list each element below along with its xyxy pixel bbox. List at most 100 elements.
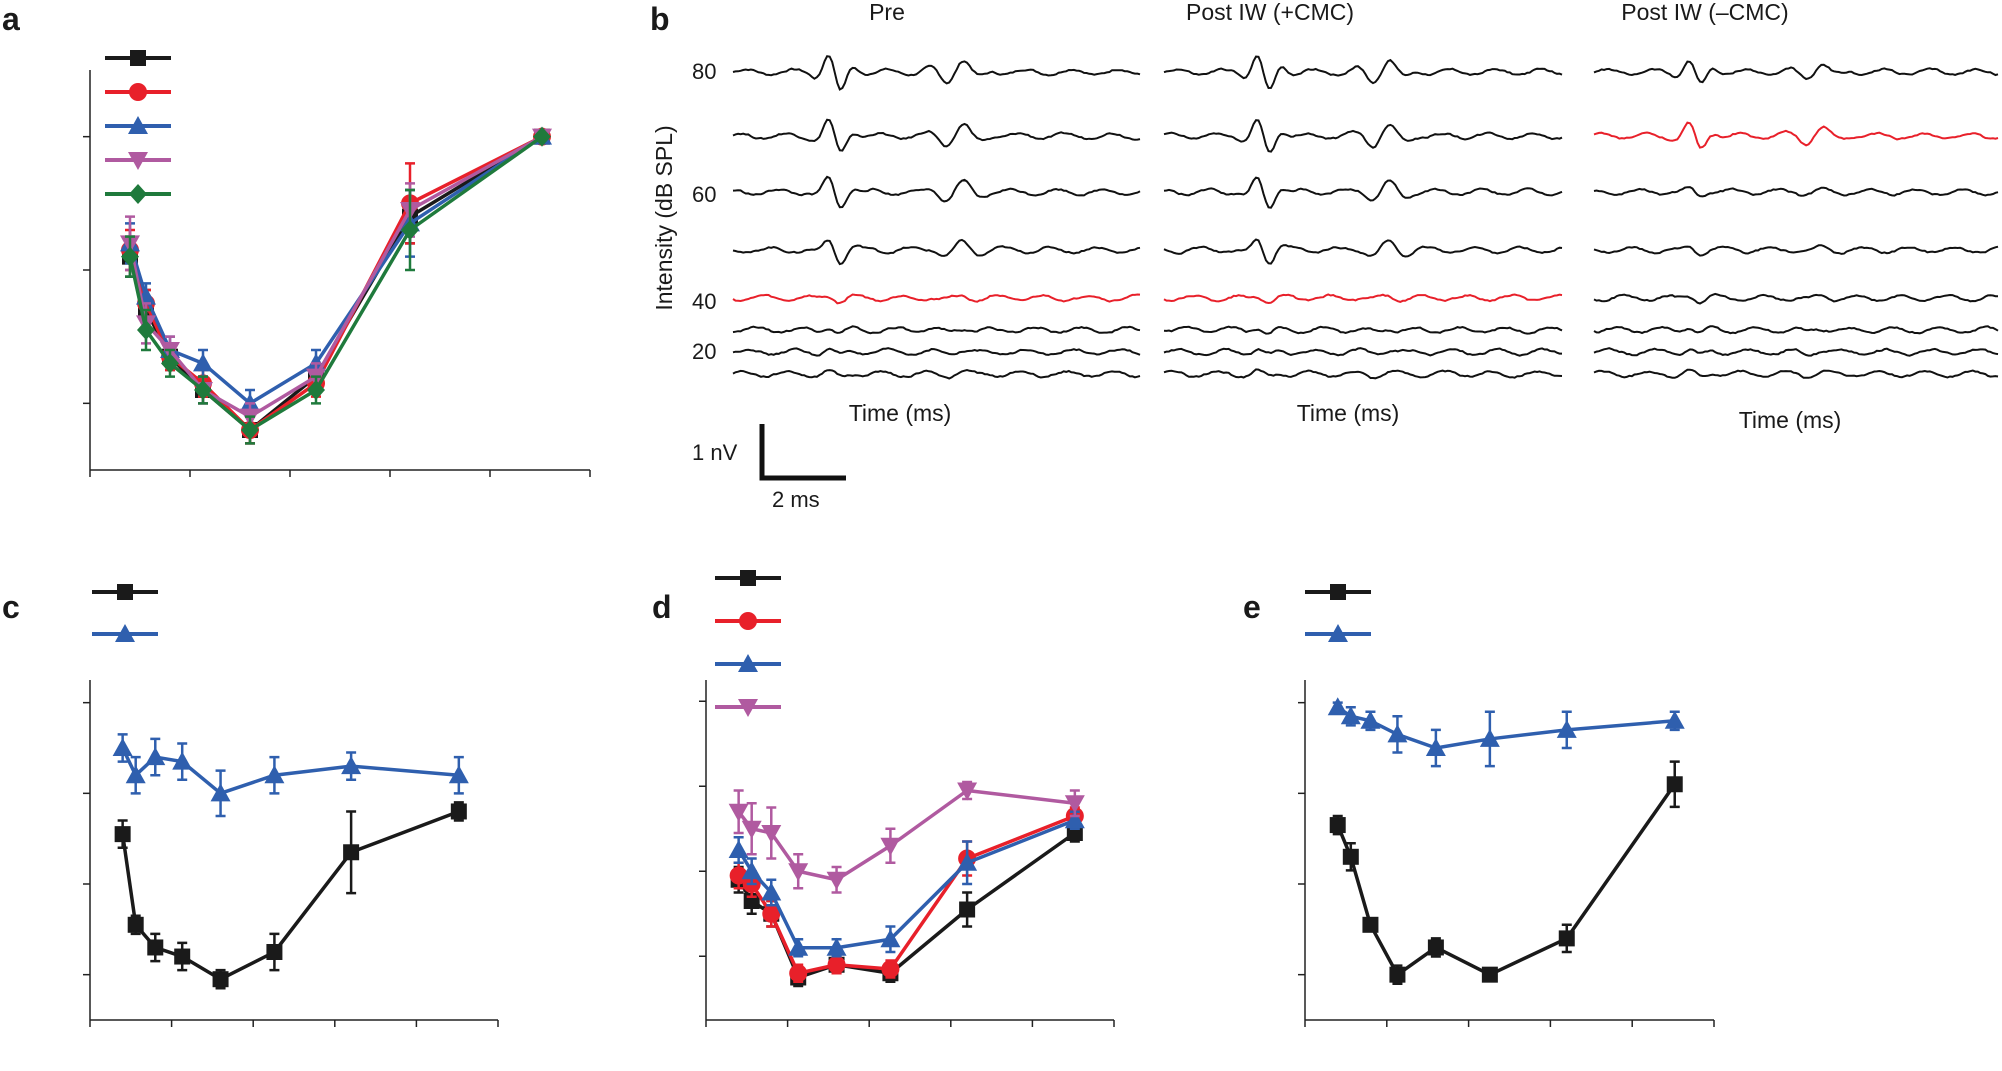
- data-point: [741, 820, 762, 839]
- abr-trace: [1593, 186, 1999, 198]
- data-point: [147, 939, 164, 956]
- data-point: [241, 420, 259, 440]
- data-point: [341, 756, 362, 775]
- data-point: [121, 246, 139, 267]
- legend-marker: [739, 612, 757, 630]
- abr-trace: [1593, 368, 1999, 379]
- abr-trace: [1163, 325, 1563, 335]
- data-point: [137, 320, 155, 340]
- data-point: [1558, 930, 1575, 947]
- data-point: [1389, 966, 1406, 983]
- data-point: [826, 871, 847, 890]
- abr-trace: [1593, 325, 1999, 335]
- abr-trace: [1593, 244, 1999, 257]
- chart-e-threshold: [1298, 584, 1715, 1027]
- series-2-h-post-iw: [121, 126, 551, 445]
- series-pre: [1329, 760, 1683, 985]
- data-point: [194, 380, 212, 400]
- data-point: [761, 882, 782, 901]
- abr-trace: [1163, 238, 1563, 265]
- data-point: [728, 803, 749, 822]
- data-point: [761, 825, 782, 843]
- panel-label-d: d: [652, 589, 672, 625]
- data-point: [788, 863, 809, 882]
- data-point: [881, 960, 900, 978]
- series-line: [121, 747, 459, 796]
- intensity-tick-40: 40: [692, 289, 716, 314]
- condition-title-post-iw-no-cmc: Post IW (–CMC): [1621, 0, 1788, 25]
- series-line: [120, 809, 460, 981]
- abr-trace: [1163, 347, 1562, 357]
- panel-label-a: a: [2, 1, 20, 37]
- intensity-tick-80: 80: [692, 59, 716, 84]
- data-point: [264, 765, 285, 784]
- intensity-tick-60: 60: [692, 182, 716, 207]
- scale-bar: [759, 424, 846, 481]
- series-1-h-post-iw-scc-close: [728, 780, 1085, 894]
- data-point: [957, 852, 978, 871]
- series-line: [128, 135, 543, 432]
- abr-trace: [1163, 176, 1563, 209]
- data-point: [728, 840, 749, 858]
- data-point: [1425, 738, 1446, 756]
- abr-trace: [732, 175, 1141, 209]
- data-point: [1340, 706, 1361, 725]
- abr-trace: [732, 55, 1141, 91]
- chart-a-threshold: [83, 50, 591, 477]
- abr-trace: [732, 238, 1141, 266]
- legend-marker: [738, 654, 758, 672]
- condition-title-pre: Pre: [869, 0, 905, 25]
- data-point: [1387, 724, 1408, 743]
- data-point: [112, 738, 133, 756]
- legend-marker: [740, 570, 756, 586]
- data-point: [1666, 776, 1683, 793]
- time-label-post-iw-no-cmc: Time (ms): [1739, 407, 1842, 433]
- data-point: [1327, 697, 1348, 716]
- series-iw-cmc: [728, 810, 1085, 958]
- data-point: [343, 844, 360, 861]
- data-point: [1360, 710, 1381, 729]
- intensity-axis-label: Intensity (dB SPL): [651, 125, 677, 310]
- data-point: [1556, 719, 1577, 738]
- abr-trace: [1593, 347, 1999, 357]
- chart-d-threshold: [699, 570, 1115, 1027]
- data-point: [741, 861, 762, 880]
- legend-marker: [129, 184, 147, 204]
- data-point: [401, 220, 419, 240]
- data-point: [762, 904, 781, 923]
- data-point: [114, 826, 131, 843]
- data-point: [307, 380, 325, 400]
- data-point: [880, 929, 901, 948]
- legend-marker: [1330, 584, 1346, 600]
- data-point: [1664, 710, 1685, 729]
- abr-trace: [732, 293, 1141, 305]
- series-line: [128, 135, 543, 406]
- data-point: [450, 803, 467, 820]
- data-point: [533, 126, 551, 147]
- legend-marker: [117, 584, 133, 600]
- data-point: [1064, 810, 1085, 829]
- data-point: [1427, 939, 1444, 956]
- data-point: [212, 971, 229, 988]
- series-iw-cmc-scc-open: [112, 733, 469, 818]
- legend-marker: [115, 624, 135, 642]
- abr-trace-group: [732, 55, 1999, 380]
- data-point: [127, 916, 144, 933]
- data-point: [210, 783, 231, 802]
- panel-label-b: b: [650, 1, 670, 37]
- data-point: [172, 751, 193, 770]
- abr-trace: [732, 347, 1141, 357]
- abr-trace: [1163, 293, 1563, 305]
- data-point: [125, 765, 146, 784]
- data-point: [1479, 728, 1500, 747]
- data-point: [193, 353, 213, 372]
- legend-marker: [129, 83, 147, 101]
- series-iw-cmc: [1327, 697, 1685, 768]
- abr-trace: [732, 368, 1141, 380]
- series-line: [128, 135, 544, 432]
- data-point: [161, 353, 179, 374]
- abr-trace: [1163, 119, 1563, 153]
- panel-label-c: c: [2, 589, 20, 625]
- panel-b-abr-traces: Pre Post IW (+CMC) Post IW (–CMC) Intens…: [651, 0, 1999, 512]
- series-pre: [114, 801, 467, 990]
